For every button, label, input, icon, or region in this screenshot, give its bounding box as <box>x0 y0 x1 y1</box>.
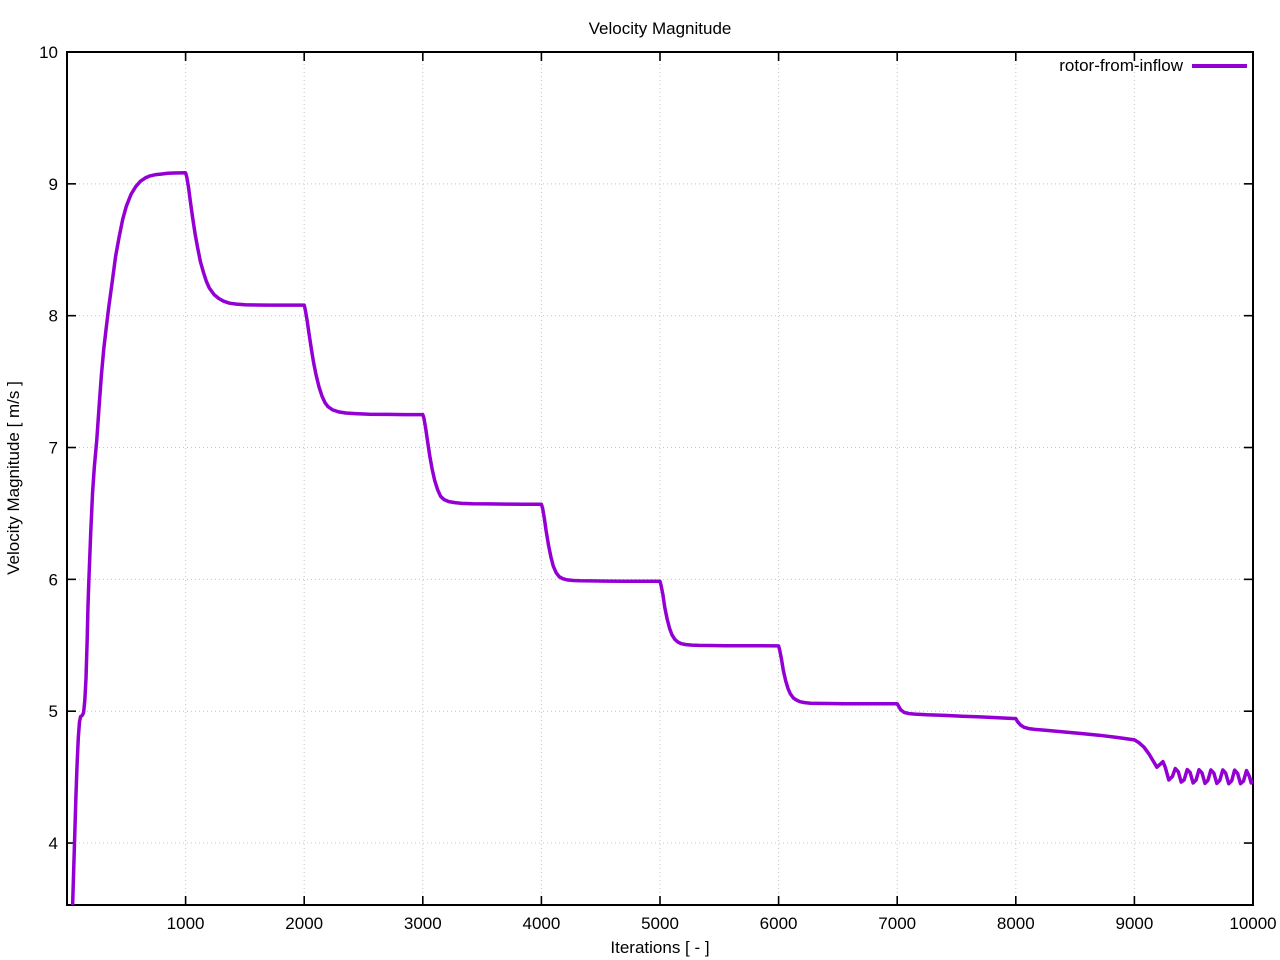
y-axis-label: Velocity Magnitude [ m/s ] <box>4 381 23 575</box>
svg-text:4: 4 <box>49 834 58 853</box>
legend: rotor-from-inflow <box>1059 56 1247 76</box>
legend-series-label: rotor-from-inflow <box>1059 56 1183 75</box>
svg-text:7: 7 <box>49 439 58 458</box>
svg-text:5000: 5000 <box>641 914 679 933</box>
svg-text:5: 5 <box>49 702 58 721</box>
svg-text:7000: 7000 <box>878 914 916 933</box>
svg-text:9: 9 <box>49 175 58 194</box>
svg-text:9000: 9000 <box>1115 914 1153 933</box>
svg-text:6000: 6000 <box>760 914 798 933</box>
svg-text:8: 8 <box>49 307 58 326</box>
svg-text:4000: 4000 <box>522 914 560 933</box>
svg-text:1000: 1000 <box>167 914 205 933</box>
svg-text:6: 6 <box>49 570 58 589</box>
svg-text:10: 10 <box>39 43 58 62</box>
legend-line-sample <box>1192 64 1247 68</box>
svg-text:3000: 3000 <box>404 914 442 933</box>
svg-text:8000: 8000 <box>997 914 1035 933</box>
x-axis-label: Iterations [ - ] <box>610 938 710 957</box>
chart-title: Velocity Magnitude <box>588 19 732 38</box>
svg-text:10000: 10000 <box>1229 914 1276 933</box>
svg-text:2000: 2000 <box>285 914 323 933</box>
